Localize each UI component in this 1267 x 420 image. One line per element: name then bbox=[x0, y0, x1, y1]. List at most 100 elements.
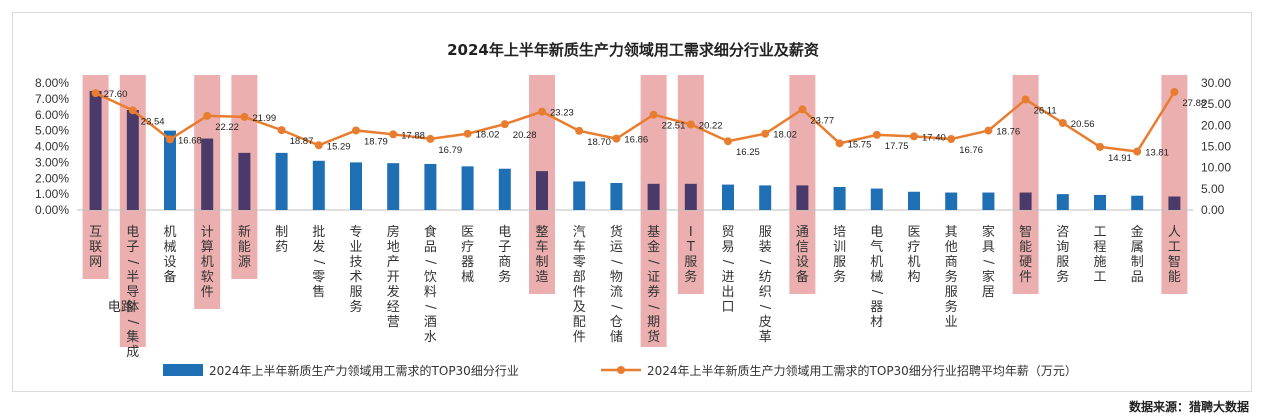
category-label-char: 配 bbox=[573, 315, 586, 330]
category-label-char: 医 bbox=[907, 225, 920, 240]
category-label-char: 软 bbox=[201, 270, 214, 285]
category-label-char: / bbox=[869, 290, 884, 295]
category-label-char: 源 bbox=[238, 255, 251, 270]
chart-frame: 2024年上半年新质生产力领域用工需求细分行业及薪资 0.00% 1.00% 2.00… bbox=[12, 12, 1252, 392]
category-label-char: 设 bbox=[796, 255, 809, 270]
category-label-char: 发 bbox=[387, 284, 400, 300]
category-label-char: 期 bbox=[647, 315, 660, 330]
category-label-char: 零 bbox=[312, 270, 325, 285]
category-label-char: 械 bbox=[870, 270, 883, 285]
salary-data-label: 17.75 bbox=[885, 141, 909, 152]
category-label-char: / bbox=[757, 305, 772, 310]
chart-title: 2024年上半年新质生产力领域用工需求细分行业及薪资 bbox=[447, 41, 819, 59]
category-label-char: 机 bbox=[907, 255, 920, 270]
salary-point bbox=[91, 89, 100, 98]
category-label-char: 革 bbox=[759, 330, 772, 345]
category-label-char: 证 bbox=[647, 270, 660, 285]
category-label-char: 智 bbox=[1168, 255, 1181, 270]
category-label-char: 水 bbox=[424, 330, 437, 345]
category-label-char: 金 bbox=[647, 239, 660, 255]
category-label-char: 房 bbox=[387, 224, 400, 240]
category-label-char: 服 bbox=[833, 255, 846, 270]
category-label-char: 制 bbox=[535, 255, 548, 270]
category-label-char: 发 bbox=[312, 239, 325, 255]
bar bbox=[89, 90, 102, 210]
category-label-char: / bbox=[646, 260, 661, 265]
category-label-char: 贸 bbox=[721, 225, 734, 240]
category-label-char: 机 bbox=[201, 255, 214, 270]
bar bbox=[536, 171, 548, 210]
y-right-tick-label: 0.00 bbox=[1201, 203, 1225, 217]
bar bbox=[201, 138, 214, 210]
category-label-char: 务 bbox=[498, 269, 511, 285]
category-label-char: 件 bbox=[1019, 270, 1032, 285]
salary-point bbox=[872, 130, 881, 139]
salary-data-label: 20.22 bbox=[699, 120, 723, 131]
category-label-char: 服 bbox=[684, 255, 697, 270]
category-label-char: / bbox=[608, 260, 623, 265]
category-label-char: 他 bbox=[945, 240, 958, 255]
salary-point bbox=[203, 111, 212, 120]
category-label-char: 材 bbox=[870, 315, 883, 330]
category-label-char: 营 bbox=[387, 315, 400, 330]
salary-point bbox=[352, 126, 360, 135]
category-label-char: 商 bbox=[945, 255, 958, 270]
category-label-char: 械 bbox=[461, 270, 474, 285]
category-label-char: 业 bbox=[349, 240, 362, 255]
category-label-char: 设 bbox=[163, 255, 176, 270]
category-label-char: 货 bbox=[610, 224, 623, 240]
salary-data-label: 15.75 bbox=[848, 139, 872, 150]
salary-data-label: 13.81 bbox=[1145, 148, 1169, 159]
category-label-char: / bbox=[422, 260, 437, 265]
y-right-tick-label: 10.00 bbox=[1201, 161, 1231, 175]
category-label-char: 务 bbox=[349, 299, 362, 315]
category-label-char: 半 bbox=[126, 270, 139, 285]
salary-point bbox=[1170, 87, 1179, 96]
category-label-char: 技 bbox=[349, 255, 362, 270]
category-label-char: 体 bbox=[126, 300, 139, 315]
category-label-char: / bbox=[125, 260, 140, 265]
salary-data-label: 17.88 bbox=[401, 130, 425, 141]
salary-point bbox=[500, 120, 509, 129]
salary-data-label: 27.88 bbox=[1182, 98, 1206, 109]
category-label-char: 制 bbox=[1131, 255, 1144, 270]
category-label-char: 装 bbox=[759, 240, 772, 255]
y-left-tick-label: 6.00% bbox=[35, 108, 69, 122]
salary-point bbox=[798, 105, 807, 114]
category-label-char: 物 bbox=[610, 270, 623, 285]
bar bbox=[945, 192, 958, 210]
bar bbox=[1019, 192, 1032, 210]
category-label-char: 电 bbox=[498, 225, 511, 240]
y-right-tick-label: 15.00 bbox=[1201, 140, 1231, 154]
salary-data-label: 18.87 bbox=[290, 136, 314, 147]
salary-data-label: 18.02 bbox=[773, 130, 797, 141]
category-label-char: 批 bbox=[312, 225, 325, 240]
category-label-char: 集 bbox=[126, 329, 139, 345]
category-label-char: 仓 bbox=[610, 315, 623, 330]
bar bbox=[908, 191, 920, 210]
category-label-char: 品 bbox=[1131, 270, 1144, 285]
legend-line-marker bbox=[617, 366, 625, 374]
bar bbox=[1168, 196, 1181, 210]
salary-data-label: 20.28 bbox=[513, 130, 537, 141]
category-label-char: 储 bbox=[610, 330, 623, 345]
salary-point bbox=[1133, 147, 1142, 156]
y-left-tick-label: 2.00% bbox=[35, 171, 69, 185]
category-label-char: 整 bbox=[535, 225, 548, 240]
category-label-char: 子 bbox=[126, 240, 139, 255]
category-label-char: 券 bbox=[647, 284, 660, 300]
salary-point bbox=[686, 120, 695, 129]
category-label-char: 人 bbox=[1168, 225, 1181, 240]
category-label-char: 咨 bbox=[1056, 225, 1069, 240]
bar bbox=[759, 185, 772, 210]
legend-bar-swatch bbox=[163, 364, 203, 376]
category-label-char: 家 bbox=[982, 224, 995, 240]
category-label-char: 基 bbox=[647, 225, 660, 240]
category-label-char: 导 bbox=[126, 285, 139, 300]
category-label-char: 务 bbox=[833, 269, 846, 285]
y-left-tick-label: 0.00% bbox=[35, 203, 69, 217]
category-label-char: / bbox=[125, 320, 140, 325]
category-label-char: 零 bbox=[573, 255, 586, 270]
highlight-column bbox=[1161, 75, 1188, 294]
y-left-tick-label: 4.00% bbox=[35, 140, 69, 154]
